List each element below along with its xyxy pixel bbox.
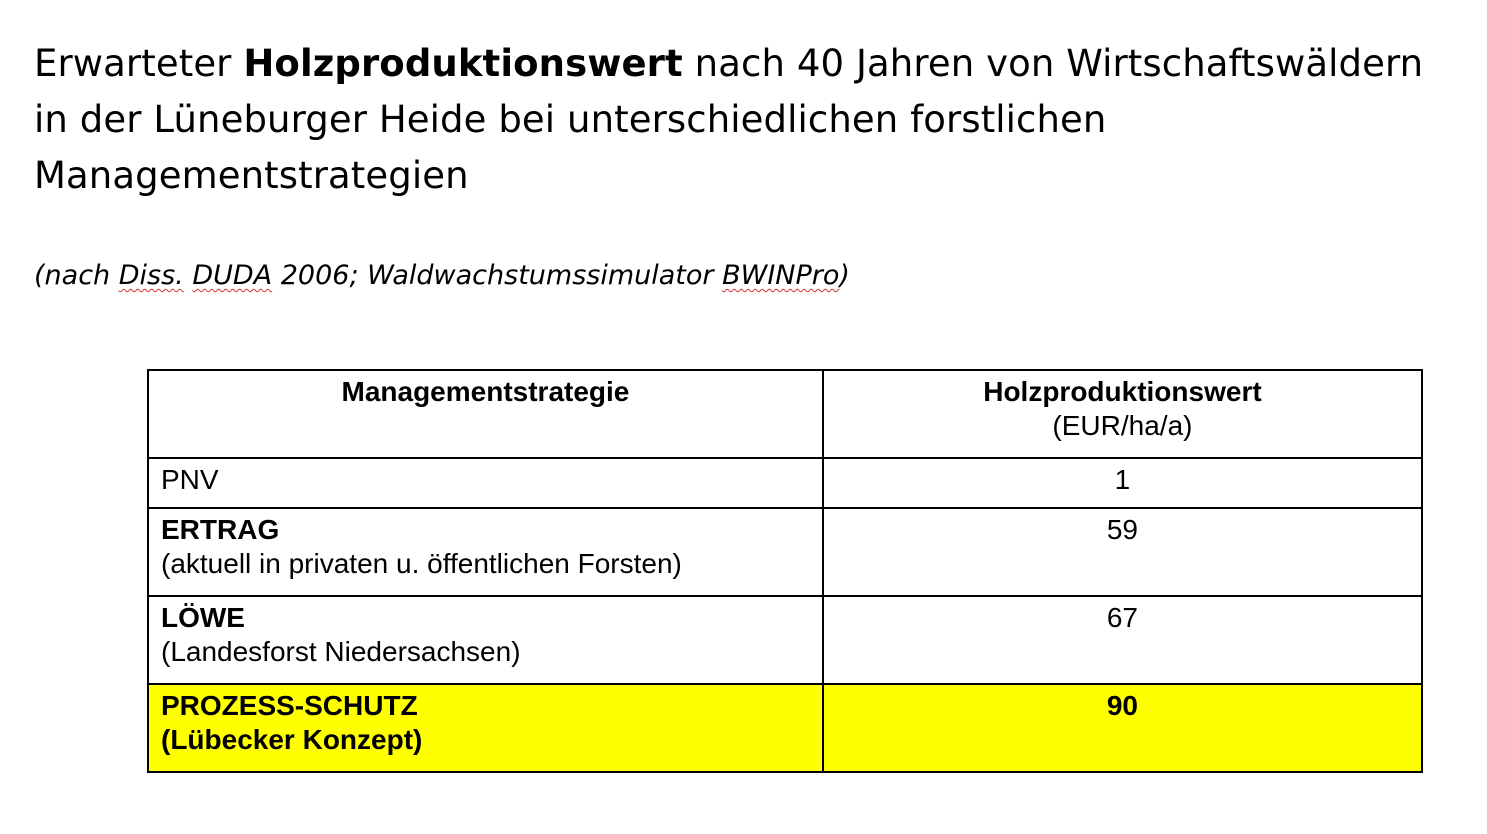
strategy-cell: ERTRAG (aktuell in privaten u. öffentlic… bbox=[147, 507, 824, 597]
strategy-cell: PNV bbox=[147, 457, 824, 509]
value-cell: 59 bbox=[821, 507, 1424, 597]
strategy-cell: PROZESS-SCHUTZ (Lübecker Konzept) bbox=[147, 683, 824, 773]
table-row: LÖWE (Landesforst Niedersachsen) 67 bbox=[147, 595, 1424, 685]
title-prefix: Erwarteter bbox=[34, 42, 244, 85]
table-row: PNV 1 bbox=[147, 457, 1424, 509]
page-title: Erwarteter Holzproduktionswert nach 40 J… bbox=[34, 36, 1464, 204]
value-cell: 90 bbox=[821, 683, 1424, 773]
title-emphasis: Holzproduktionswert bbox=[243, 42, 683, 85]
header-strategy: Managementstrategie bbox=[147, 369, 824, 459]
source-citation: (nach Diss. DUDA 2006; Waldwachstumssimu… bbox=[34, 256, 850, 296]
strategy-desc: (aktuell in privaten u. öffentlichen For… bbox=[161, 548, 682, 579]
source-duda: DUDA bbox=[192, 260, 273, 291]
source-bwinpro: BWINPro bbox=[722, 260, 840, 291]
strategy-name: ERTRAG bbox=[161, 514, 280, 545]
strategy-cell: LÖWE (Landesforst Niedersachsen) bbox=[147, 595, 824, 685]
source-close: ) bbox=[839, 260, 850, 291]
table-row-highlighted: PROZESS-SCHUTZ (Lübecker Konzept) 90 bbox=[147, 683, 1424, 773]
strategy-name: LÖWE bbox=[161, 602, 245, 633]
source-middle: 2006; Waldwachstumssimulator bbox=[272, 260, 723, 291]
header-value: Holzproduktionswert (EUR/ha/a) bbox=[821, 369, 1424, 459]
source-open: (nach bbox=[34, 260, 119, 291]
strategy-desc: (Landesforst Niedersachsen) bbox=[161, 636, 521, 667]
strategy-desc: (Lübecker Konzept) bbox=[161, 724, 423, 755]
strategy-table: Managementstrategie Holzproduktionswert … bbox=[147, 369, 1424, 773]
table-header-row: Managementstrategie Holzproduktionswert … bbox=[147, 369, 1424, 459]
header-value-unit: (EUR/ha/a) bbox=[1052, 410, 1193, 441]
header-value-label: Holzproduktionswert bbox=[983, 376, 1262, 407]
strategy-name: PROZESS-SCHUTZ bbox=[161, 690, 418, 721]
source-diss: Diss. bbox=[118, 260, 184, 291]
value-cell: 1 bbox=[821, 457, 1424, 509]
title-suffix: nach 40 Jahren von Wirtschaftswäldern in… bbox=[34, 42, 1424, 197]
strategy-name: PNV bbox=[161, 464, 219, 495]
table-row: ERTRAG (aktuell in privaten u. öffentlic… bbox=[147, 507, 1424, 597]
value-cell: 67 bbox=[821, 595, 1424, 685]
